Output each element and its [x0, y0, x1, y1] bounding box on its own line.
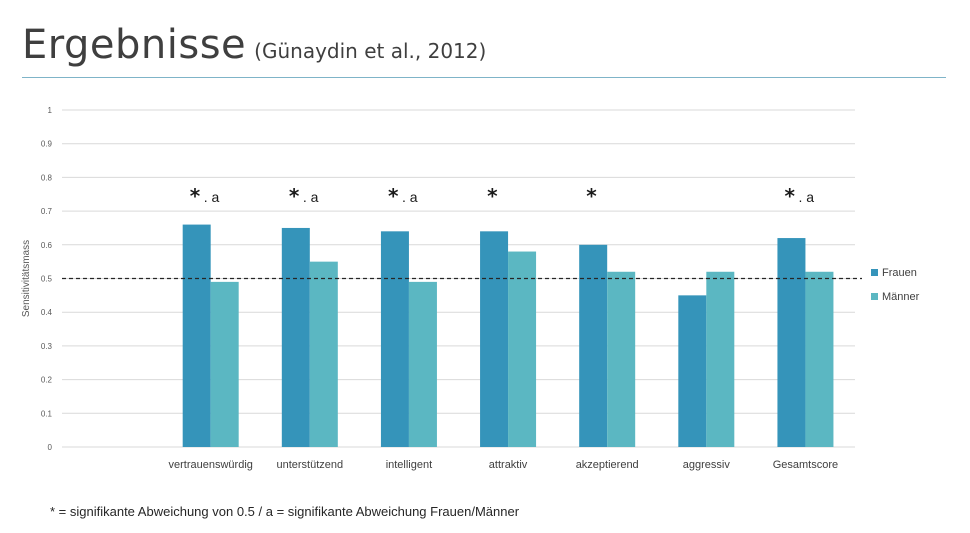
slide-title: Ergebnisse: [22, 22, 247, 68]
y-tick-label: 0: [48, 443, 53, 452]
significance-star: *: [289, 184, 300, 208]
x-tick-label: intelligent: [386, 459, 432, 471]
y-tick-label: 0.8: [41, 173, 53, 182]
legend-swatch: [871, 269, 878, 276]
y-tick-label: 0.3: [41, 342, 53, 351]
y-tick-label: 0.4: [41, 308, 53, 317]
significance-star: *: [388, 184, 399, 208]
bar-frauen: [281, 227, 310, 447]
bar-frauen: [380, 231, 409, 447]
footnote-star: *: [50, 504, 56, 519]
legend-swatch: [871, 293, 878, 300]
x-tick-label: Gesamtscore: [773, 459, 838, 471]
significance-letter: . a: [798, 189, 814, 205]
footnote: * = signifikante Abweichung von 0.5 / a …: [50, 504, 519, 519]
bar-maenner: [805, 271, 834, 447]
x-tick-label: attraktiv: [489, 459, 528, 471]
bar-maenner: [408, 281, 437, 447]
bar-maenner: [210, 281, 239, 447]
x-tick-label: vertrauenswürdig: [169, 459, 253, 471]
y-tick-label: 0.7: [41, 207, 53, 216]
significance-letter: . a: [303, 189, 319, 205]
bar-frauen: [678, 295, 707, 447]
bar-maenner: [607, 271, 636, 447]
significance-star: *: [784, 184, 795, 208]
legend-label: Männer: [882, 291, 920, 303]
title-divider: [22, 77, 946, 78]
y-tick-label: 0.2: [41, 376, 53, 385]
significance-star: *: [586, 184, 597, 208]
bar-maenner: [309, 261, 338, 447]
bar-maenner: [508, 251, 537, 447]
bar-frauen: [480, 231, 509, 447]
bar-frauen: [182, 224, 211, 447]
bar-frauen: [777, 238, 806, 447]
footnote-text: = signifikante Abweichung von 0.5 / a = …: [55, 504, 520, 519]
y-tick-label: 1: [48, 106, 53, 115]
x-tick-label: aggressiv: [683, 459, 731, 471]
y-axis-label: Sensitivitätsmass: [21, 240, 32, 317]
x-tick-label: akzeptierend: [576, 459, 639, 471]
bar-frauen: [579, 244, 608, 447]
significance-letter: . a: [402, 189, 418, 205]
significance-star: *: [190, 184, 201, 208]
y-tick-label: 0.6: [41, 241, 53, 250]
legend-label: Frauen: [882, 267, 917, 279]
x-tick-label: unterstützend: [276, 459, 343, 471]
title-row: Ergebnisse (Günaydin et al., 2012): [22, 22, 486, 68]
y-tick-label: 0.1: [41, 409, 53, 418]
significance-star: *: [487, 184, 498, 208]
y-tick-label: 0.9: [41, 140, 53, 149]
bar-maenner: [706, 271, 735, 447]
slide-subtitle: (Günaydin et al., 2012): [254, 39, 487, 63]
significance-letter: . a: [204, 189, 220, 205]
y-tick-label: 0.5: [41, 275, 53, 284]
